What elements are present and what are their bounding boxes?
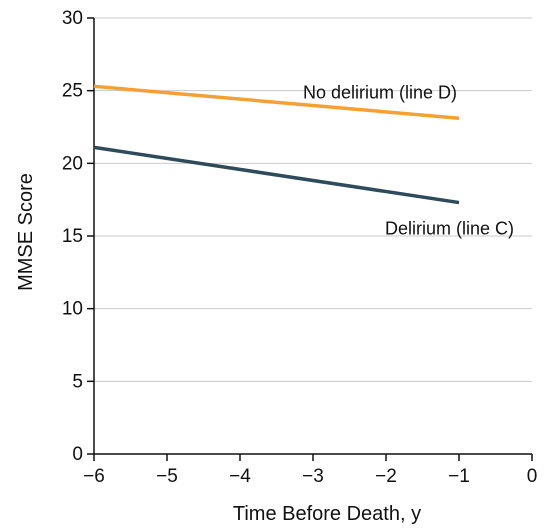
- axis-ticks: 0 5 10 15 20 25 30 −6 −5 −4 −3 −2 −1 0: [62, 8, 537, 487]
- x-axis-title: Time Before Death, y: [233, 503, 421, 525]
- y-tick-label: 25: [62, 81, 83, 102]
- x-tick-label: −6: [83, 466, 105, 487]
- series-label-1: Delirium (line C): [385, 219, 514, 239]
- gridlines: [94, 17, 532, 382]
- y-axis-title: MMSE Score: [15, 173, 37, 291]
- x-tick-label: −4: [229, 466, 251, 487]
- series-labels: No delirium (line D) Delirium (line C): [303, 82, 514, 238]
- x-tick-label: −1: [448, 466, 470, 487]
- series-label-0: No delirium (line D): [303, 82, 457, 102]
- y-tick-label: 0: [72, 444, 83, 465]
- series-line-0: [93, 84, 460, 121]
- y-tick-label: 30: [62, 8, 83, 29]
- series-line-1: [93, 145, 460, 205]
- x-tick-label: −5: [156, 466, 178, 487]
- y-tick-label: 5: [72, 371, 83, 392]
- y-tick-label: 10: [62, 299, 83, 320]
- y-tick-label: 15: [62, 226, 83, 247]
- x-tick-label: 0: [527, 466, 538, 487]
- x-tick-label: −3: [302, 466, 324, 487]
- y-tick-label: 20: [62, 153, 83, 174]
- series-lines: [93, 84, 460, 205]
- x-tick-label: −2: [375, 466, 397, 487]
